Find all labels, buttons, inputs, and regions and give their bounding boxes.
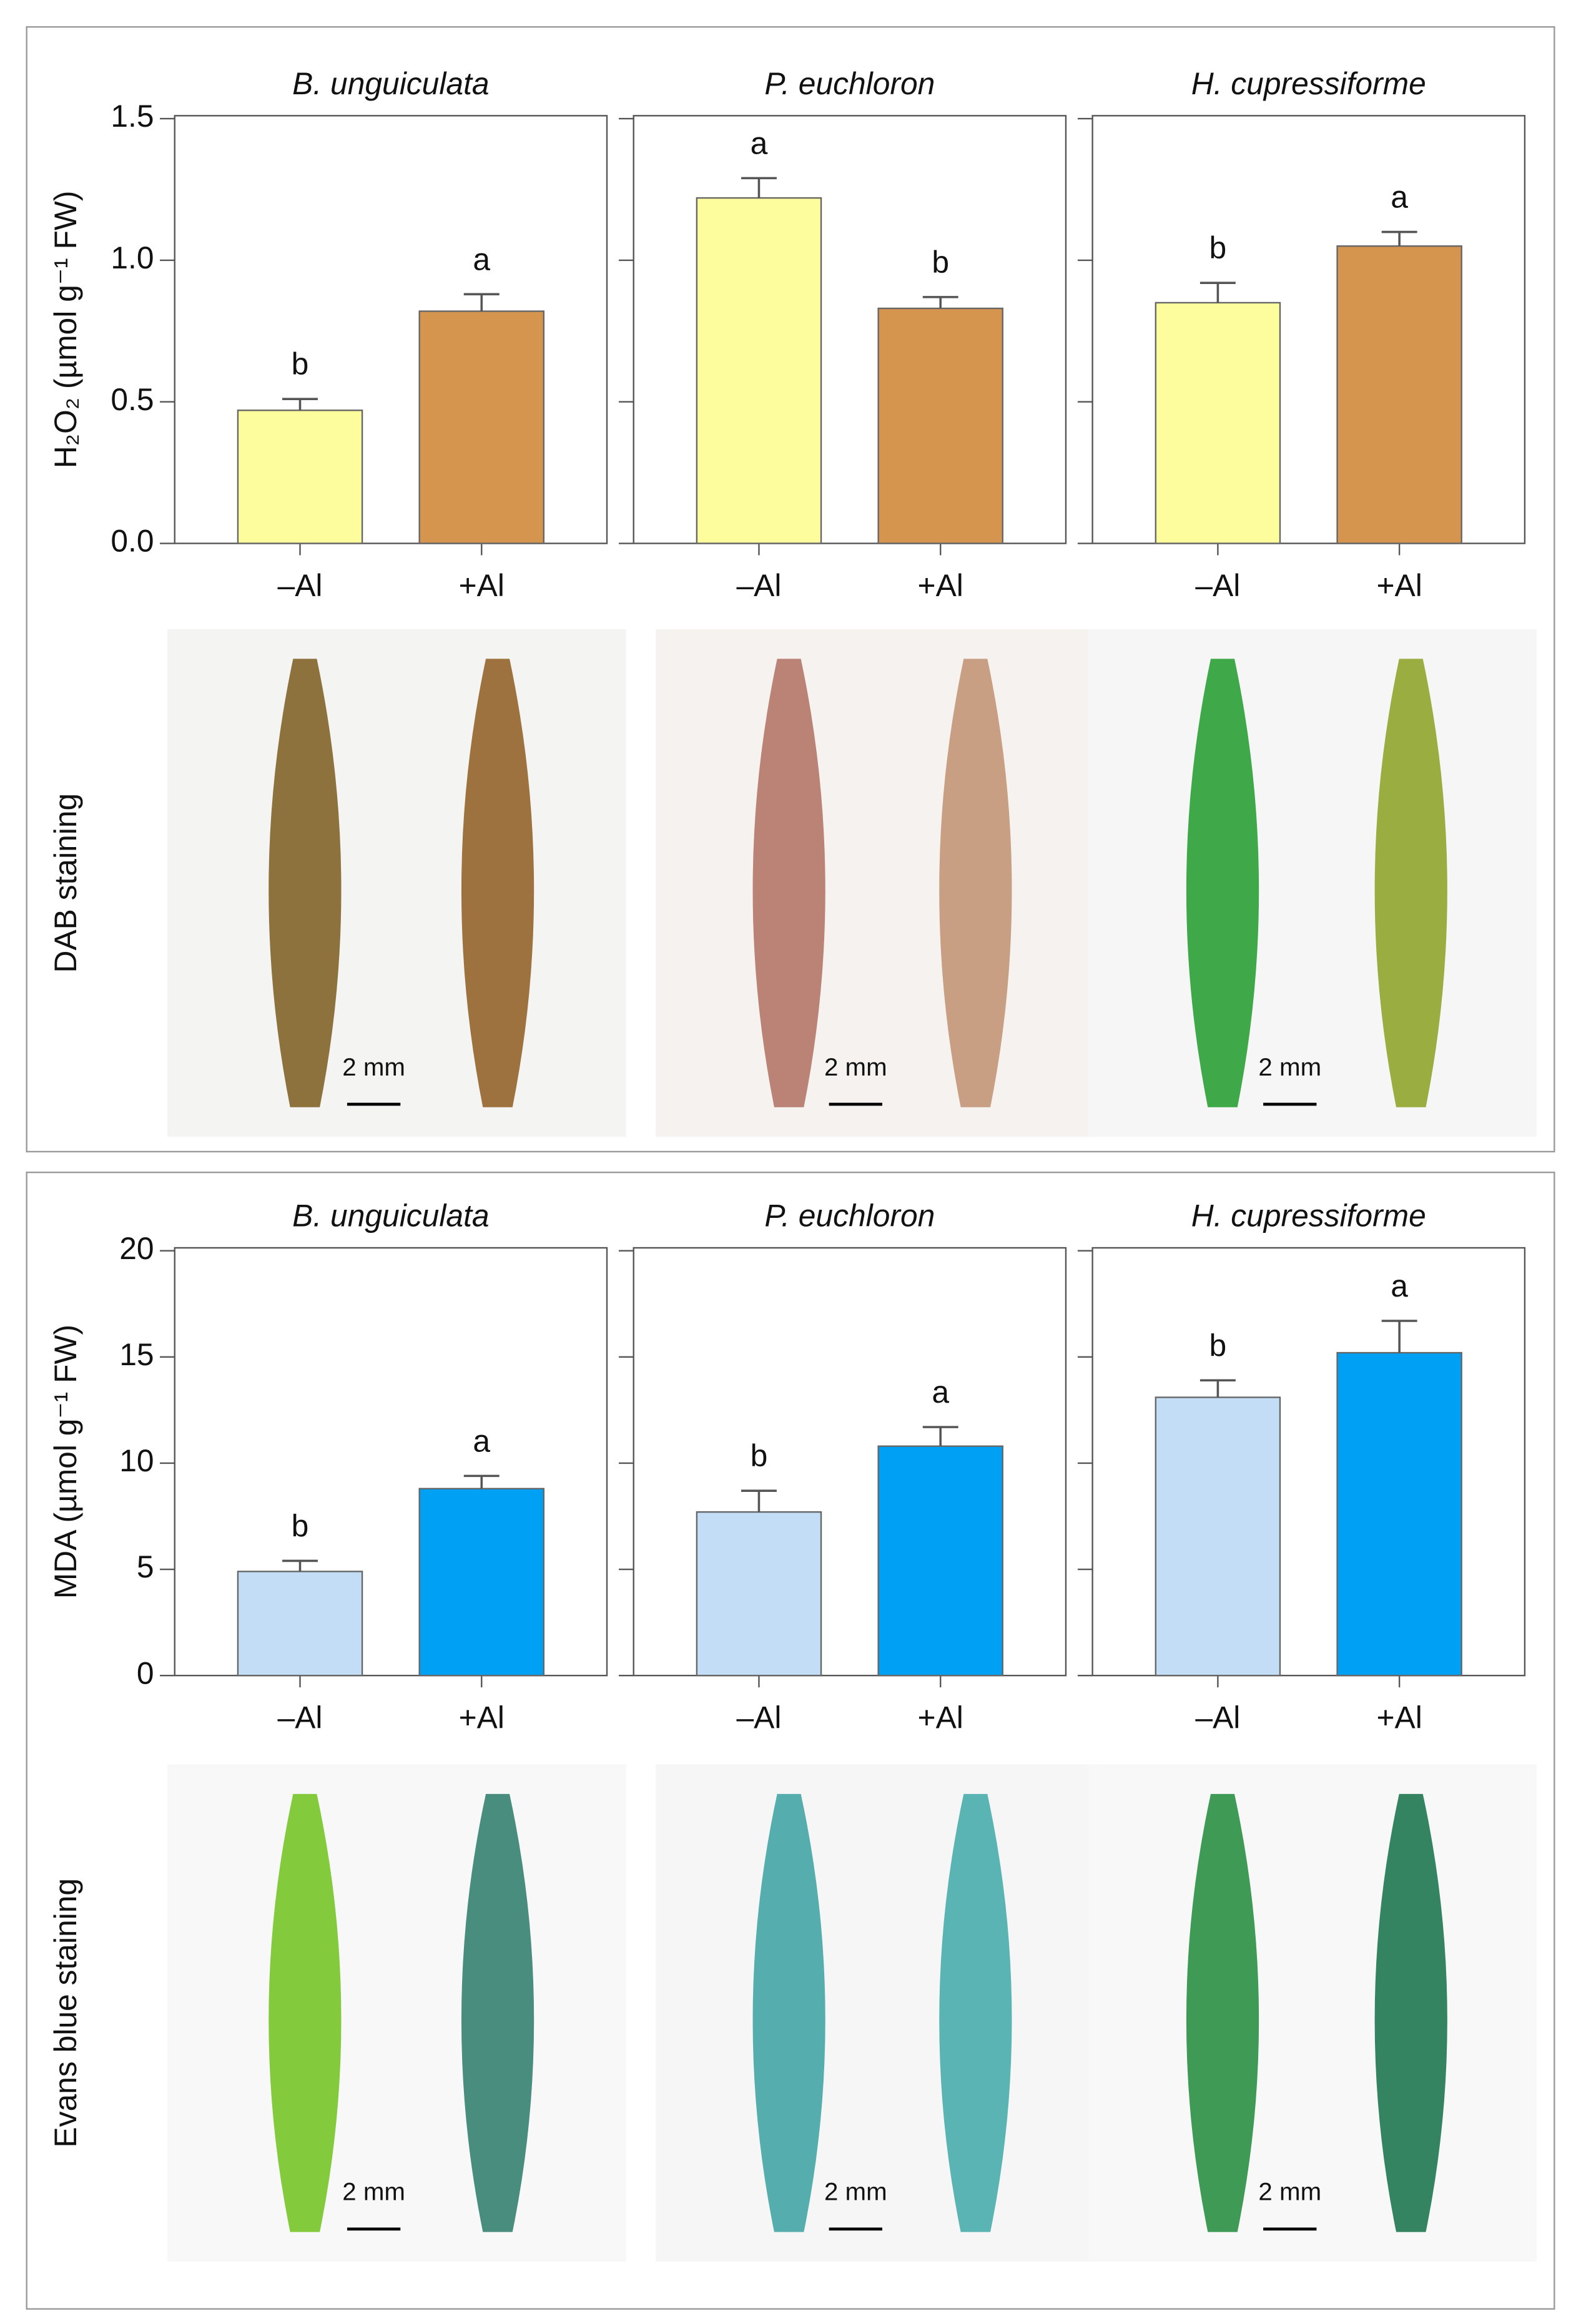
bar xyxy=(1336,245,1462,544)
x-tick-label: –Al xyxy=(278,568,323,603)
scale-bar-label: 2 mm xyxy=(1258,2178,1321,2206)
photo xyxy=(167,1764,626,2262)
bar xyxy=(877,307,1003,544)
bar xyxy=(877,1445,1003,1677)
photo xyxy=(167,629,626,1137)
plot-frame xyxy=(174,1247,608,1677)
significance-letter: b xyxy=(751,1438,768,1473)
significance-letter: a xyxy=(751,125,768,160)
x-tick-label: +Al xyxy=(918,1700,963,1735)
significance-letter: a xyxy=(932,1375,949,1410)
significance-letter: a xyxy=(473,242,490,277)
y-tick-label: 0 xyxy=(137,1655,154,1690)
significance-letter: a xyxy=(1391,180,1408,215)
plot-frame xyxy=(174,115,608,544)
chart-title: P. euchloron xyxy=(764,1199,935,1233)
stain-label: Evans blue staining xyxy=(48,1878,83,2148)
scale-bar-label: 2 mm xyxy=(342,2178,405,2206)
scale-bar-label: 2 mm xyxy=(824,2178,887,2206)
x-tick-label: –Al xyxy=(1195,568,1240,603)
stain-label: DAB staining xyxy=(48,793,83,973)
chart-title: H. cupressiforme xyxy=(1191,1199,1426,1233)
scale-bar-label: 2 mm xyxy=(824,1053,887,1081)
plot-frame xyxy=(1091,115,1526,544)
moss-shoot xyxy=(939,1793,1012,2232)
plot-frame xyxy=(633,115,1067,544)
moss-shoot xyxy=(461,659,534,1107)
x-tick-label: –Al xyxy=(1195,1700,1240,1735)
moss-shoot xyxy=(461,1793,534,2232)
x-tick-label: +Al xyxy=(459,1700,505,1735)
x-tick-label: +Al xyxy=(459,568,505,603)
significance-letter: a xyxy=(473,1423,490,1458)
y-tick-label: 0.0 xyxy=(111,524,154,559)
x-tick-label: +Al xyxy=(1376,568,1422,603)
significance-letter: b xyxy=(932,245,949,280)
y-tick-label: 15 xyxy=(119,1337,154,1372)
y-tick-label: 10 xyxy=(119,1443,154,1478)
chart-title: B. unguiculata xyxy=(292,1199,489,1233)
bar xyxy=(237,409,363,544)
y-tick-label: 20 xyxy=(119,1231,154,1266)
x-tick-label: –Al xyxy=(736,1700,781,1735)
moss-shoot xyxy=(1186,1793,1259,2232)
moss-shoot xyxy=(1374,1793,1447,2232)
bar xyxy=(696,1511,822,1677)
moss-shoot xyxy=(268,1793,342,2232)
y-tick-label: 0.5 xyxy=(111,382,154,417)
photo xyxy=(1088,629,1537,1137)
moss-shoot xyxy=(268,659,342,1107)
y-tick-label: 5 xyxy=(137,1549,154,1584)
bar xyxy=(1155,302,1281,544)
bar xyxy=(696,197,822,544)
bar xyxy=(1155,1396,1281,1677)
moss-shoot xyxy=(1374,659,1447,1107)
bar xyxy=(1336,1351,1462,1677)
y-tick-label: 1.5 xyxy=(111,99,154,134)
x-tick-label: –Al xyxy=(278,1700,323,1735)
x-tick-label: –Al xyxy=(736,568,781,603)
plot-frame xyxy=(1091,1247,1526,1677)
plot-frame xyxy=(633,1247,1067,1677)
moss-shoot xyxy=(752,659,825,1107)
scale-bar-label: 2 mm xyxy=(1258,1053,1321,1081)
panel-frame xyxy=(26,1171,1555,2310)
bar xyxy=(237,1571,363,1677)
chart-title: P. euchloron xyxy=(764,66,935,101)
significance-letter: b xyxy=(1209,1328,1227,1363)
x-tick-label: +Al xyxy=(1376,1700,1422,1735)
moss-shoot xyxy=(1186,659,1259,1107)
scale-bar-label: 2 mm xyxy=(342,1053,405,1081)
chart-title: B. unguiculata xyxy=(292,66,489,101)
significance-letter: b xyxy=(1209,230,1227,265)
moss-shoot xyxy=(752,1793,825,2232)
bar xyxy=(418,1488,545,1677)
bar xyxy=(418,310,545,544)
moss-shoot xyxy=(939,659,1012,1107)
photo xyxy=(656,1764,1100,2262)
significance-letter: a xyxy=(1391,1268,1408,1303)
photo xyxy=(1088,1764,1537,2262)
photo xyxy=(656,629,1100,1137)
y-tick-label: 1.0 xyxy=(111,240,154,275)
panel-frame xyxy=(26,26,1555,1153)
significance-letter: b xyxy=(292,346,309,381)
chart-title: H. cupressiforme xyxy=(1191,66,1426,101)
significance-letter: b xyxy=(292,1508,309,1543)
y-axis-label: MDA (µmol g⁻¹ FW) xyxy=(48,1325,83,1599)
y-axis-label: H₂O₂ (µmol g⁻¹ FW) xyxy=(48,191,83,469)
x-tick-label: +Al xyxy=(918,568,963,603)
